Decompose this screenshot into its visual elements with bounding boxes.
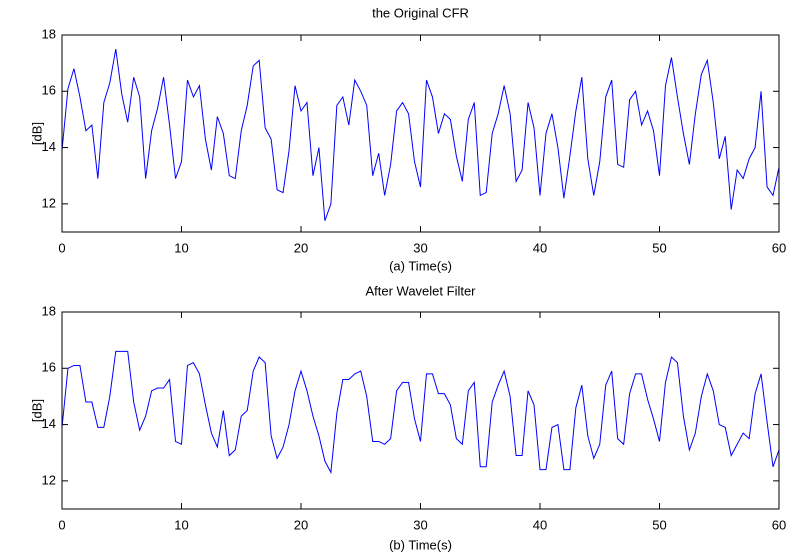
x-tick-label: 60	[772, 517, 786, 532]
y-tick-label: 12	[42, 195, 56, 210]
y-tick-label: 12	[42, 472, 56, 487]
x-tick-label: 10	[174, 517, 188, 532]
x-tick-label: 30	[413, 517, 427, 532]
x-tick-label: 40	[533, 240, 547, 255]
x-tick-label: 50	[652, 517, 666, 532]
x-tick-label: 0	[58, 240, 65, 255]
axes-frame	[61, 311, 780, 510]
x-tick-label: 10	[174, 240, 188, 255]
x-tick-label: 20	[294, 517, 308, 532]
x-tick-label: 40	[533, 517, 547, 532]
y-tick-label: 18	[42, 303, 56, 318]
y-tick-label: 18	[42, 26, 56, 41]
axes-frame	[61, 34, 780, 233]
x-axis-label: (a) Time(s)	[389, 258, 452, 273]
data-line	[61, 350, 780, 475]
x-tick-label: 60	[772, 240, 786, 255]
chart-title: After Wavelet Filter	[365, 283, 476, 298]
y-tick-label: 16	[42, 83, 56, 98]
y-axis-label: [dB]	[29, 122, 44, 145]
y-tick-label: 14	[42, 416, 56, 431]
x-tick-label: 20	[294, 240, 308, 255]
y-axis-label: [dB]	[29, 399, 44, 422]
x-tick-label: 0	[58, 517, 65, 532]
x-axis-label: (b) Time(s)	[389, 537, 452, 552]
y-tick-label: 14	[42, 139, 56, 154]
data-line	[61, 48, 780, 221]
chart-title: the Original CFR	[372, 5, 469, 20]
x-tick-label: 50	[652, 240, 666, 255]
y-tick-label: 16	[42, 360, 56, 375]
x-tick-label: 30	[413, 240, 427, 255]
